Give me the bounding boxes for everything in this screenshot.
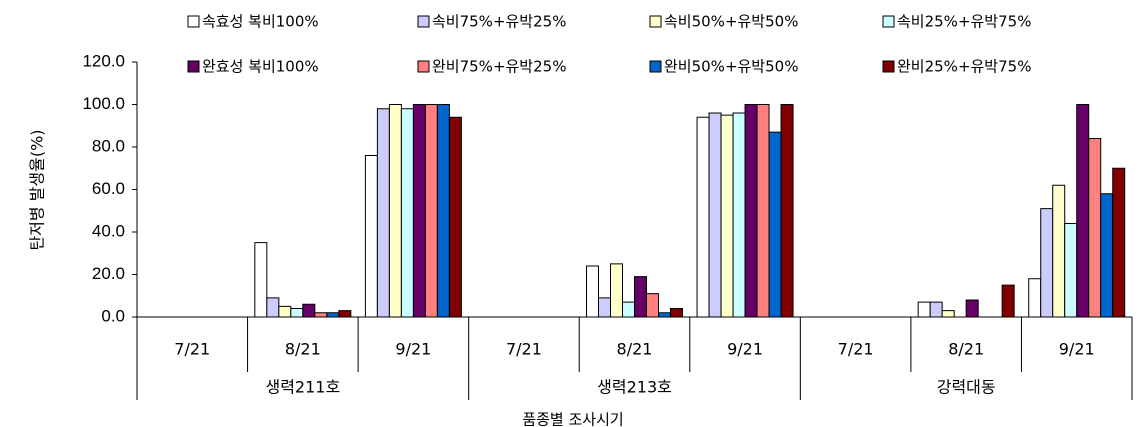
- group-label: 강력대동: [937, 378, 996, 397]
- bar: [1100, 193, 1114, 318]
- x-tick-label: 7/21: [838, 340, 874, 359]
- bar: [917, 301, 931, 318]
- bar: [634, 276, 647, 318]
- y-tick-label: 120.0: [82, 51, 125, 70]
- bar: [1112, 167, 1126, 318]
- bar: [290, 308, 304, 318]
- x-tick-label: 8/21: [617, 340, 653, 359]
- legend-label: 완비50%+유박50%: [664, 58, 798, 76]
- bar: [338, 310, 352, 318]
- legend-swatch: [649, 15, 662, 28]
- y-axis-title: 탄저병 발생율(%): [28, 129, 47, 250]
- bar: [412, 104, 426, 318]
- y-tick-label: 40.0: [92, 221, 125, 240]
- y-tick-label: 20.0: [92, 264, 125, 283]
- legend-label: 완비25%+유박75%: [897, 58, 1031, 76]
- legend-swatch: [649, 60, 662, 73]
- legend-swatch: [187, 60, 200, 73]
- y-tick-label: 80.0: [92, 136, 125, 155]
- bar: [1001, 284, 1015, 318]
- bar: [1028, 278, 1042, 318]
- y-tick-label: 100.0: [82, 94, 125, 113]
- bar: [756, 104, 770, 318]
- x-tick-label: 9/21: [727, 340, 763, 359]
- bar: [780, 104, 794, 318]
- x-tick-label: 7/21: [506, 340, 542, 359]
- legend-swatch: [417, 15, 430, 28]
- x-tick-label: 9/21: [395, 340, 431, 359]
- bar: [1052, 184, 1066, 318]
- bar: [302, 303, 316, 318]
- legend-label: 속비75%+유박25%: [432, 13, 566, 31]
- bar: [768, 131, 782, 318]
- x-tick-label: 9/21: [1059, 340, 1095, 359]
- bar: [1064, 223, 1078, 318]
- bar: [278, 305, 292, 318]
- bar: [929, 301, 943, 318]
- bar: [586, 265, 599, 318]
- bar: [400, 108, 414, 318]
- legend-label: 속비25%+유박75%: [897, 13, 1031, 31]
- bar: [1076, 104, 1090, 318]
- x-tick-label: 8/21: [285, 340, 321, 359]
- bar: [364, 155, 378, 318]
- bar: [1040, 208, 1054, 318]
- bar: [708, 112, 722, 318]
- bar: [376, 108, 390, 318]
- bar: [610, 263, 623, 318]
- bar: [388, 104, 402, 318]
- legend-swatch: [417, 60, 430, 73]
- x-axis-title: 품종별 조사시기: [522, 411, 623, 427]
- bar: [254, 242, 268, 318]
- bar: [965, 299, 979, 318]
- bar: [424, 104, 438, 318]
- bar: [436, 104, 450, 318]
- legend-label: 속비50%+유박50%: [664, 13, 798, 31]
- bar: [646, 293, 659, 318]
- bar: [720, 114, 734, 318]
- x-tick-label: 7/21: [174, 340, 210, 359]
- bar: [326, 312, 340, 318]
- legend-swatch: [187, 15, 200, 28]
- bar: [744, 104, 758, 318]
- legend-label: 속효성 복비100%: [202, 13, 319, 31]
- bar: [696, 116, 710, 318]
- group-label: 생력213호: [597, 378, 672, 397]
- bar: [670, 308, 683, 318]
- y-tick-label: 0.0: [101, 306, 125, 325]
- bar: [622, 301, 635, 318]
- bar: [598, 297, 611, 318]
- legend-swatch: [882, 60, 895, 73]
- group-label: 생력211호: [265, 378, 340, 397]
- legend-swatch: [882, 15, 895, 28]
- y-tick-label: 60.0: [92, 179, 125, 198]
- bar: [448, 116, 462, 318]
- legend-label: 완비75%+유박25%: [432, 58, 566, 76]
- x-tick-label: 8/21: [948, 340, 984, 359]
- bar: [941, 310, 955, 318]
- bar: [732, 112, 746, 318]
- bar: [266, 297, 280, 318]
- bar: [1088, 138, 1102, 318]
- legend-label: 완효성 복비100%: [202, 58, 319, 76]
- bar: [658, 312, 671, 318]
- bar: [314, 312, 328, 318]
